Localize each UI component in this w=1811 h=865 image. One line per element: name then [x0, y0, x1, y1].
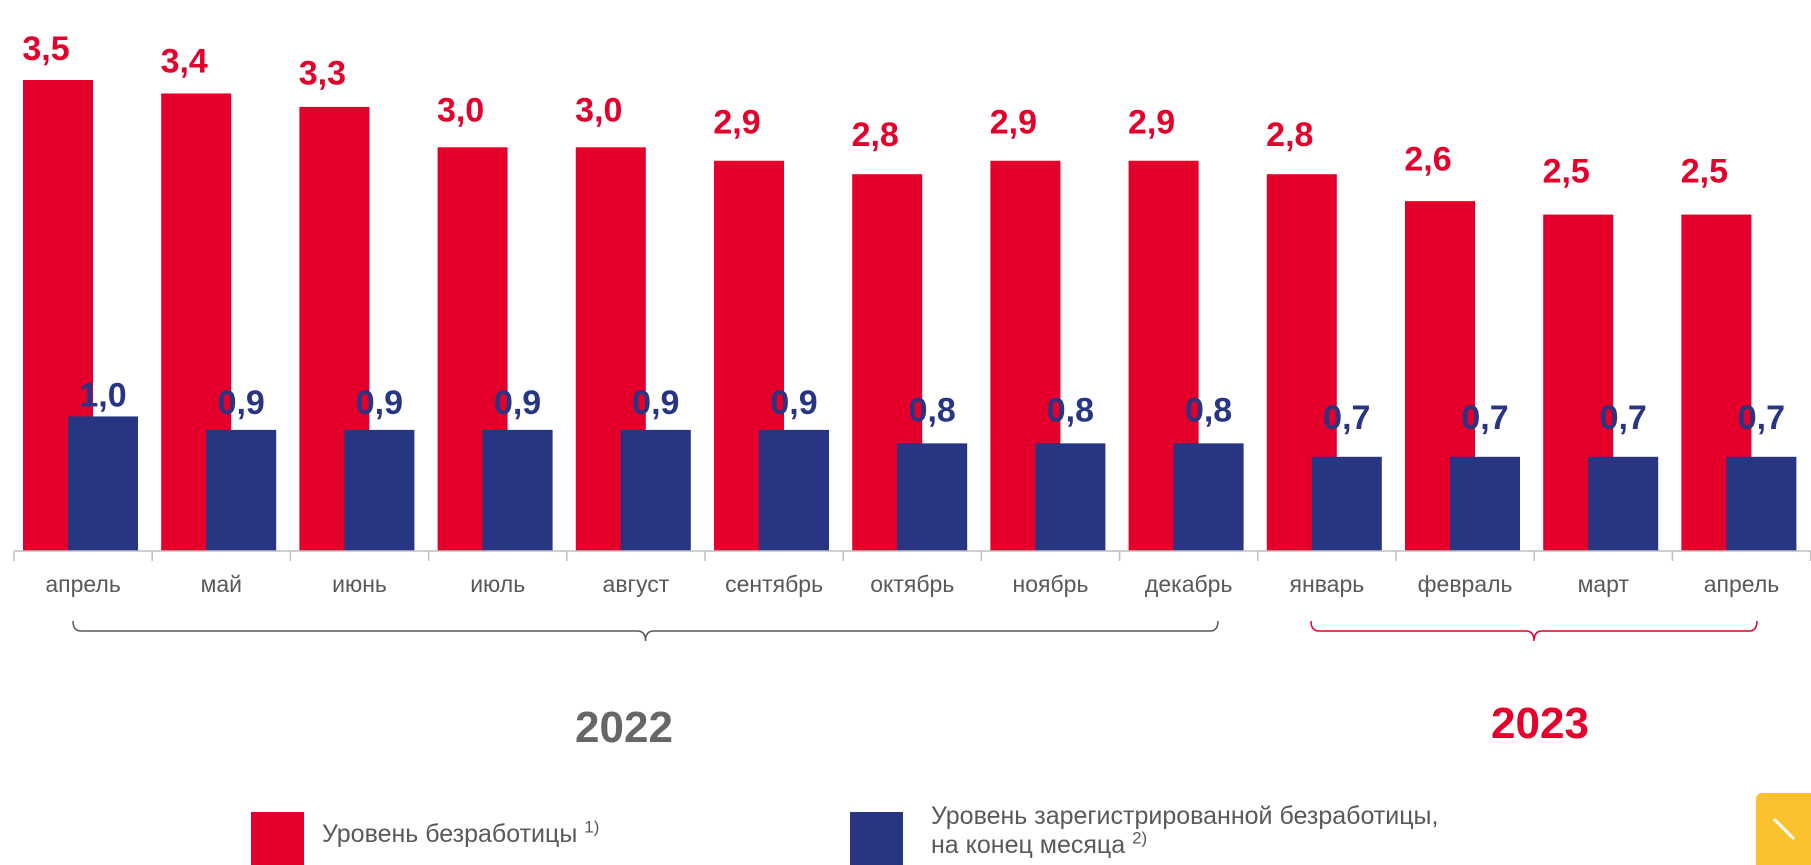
year-label-2022: 2022 — [575, 703, 673, 752]
data-label-series2-11: 0,7 — [1461, 399, 1508, 437]
x-tick-label-11: февраль — [1418, 571, 1513, 597]
data-label-series1-7: 2,8 — [852, 116, 899, 154]
data-label-series1-12: 2,5 — [1543, 153, 1590, 191]
year-brackets-group — [72, 620, 1758, 642]
bar-series2-10 — [1311, 456, 1382, 551]
data-label-series2-7: 0,8 — [909, 391, 956, 429]
data-label-series2-12: 0,7 — [1600, 399, 1647, 437]
data-label-series2-6: 0,9 — [770, 384, 817, 422]
legend-item-registered-unemployment: Уровень зарегистрированной безработицы, … — [850, 802, 1438, 865]
data-label-series1-13: 2,5 — [1681, 153, 1728, 191]
data-label-series1-11: 2,6 — [1404, 140, 1451, 178]
value-labels-group: 3,5 3,4 3,3 3,0 3,0 2,9 2,8 2,9 2,9 2,8 2,6 2,5 2,5 1… — [22, 30, 1785, 437]
x-tick-label-1: апрель — [45, 571, 120, 597]
legend-swatch-registered-unemployment — [850, 812, 903, 865]
bar-series2-8 — [1035, 443, 1106, 551]
year-bracket-2022 — [72, 620, 1219, 642]
data-label-series2-4: 0,9 — [494, 384, 541, 422]
data-label-series1-8: 2,9 — [990, 104, 1037, 142]
x-tick-label-7: октябрь — [870, 571, 954, 597]
legend-label-registered-unemployment: Уровень зарегистрированной безработицы, … — [931, 802, 1439, 859]
x-tick-label-8: ноябрь — [1013, 571, 1089, 597]
year-labels-group: 2022 2023 — [575, 699, 1589, 752]
data-label-series1-10: 2,8 — [1266, 116, 1313, 154]
data-label-series2-5: 0,9 — [632, 384, 679, 422]
data-label-series2-8: 0,8 — [1047, 391, 1094, 429]
bar-series2-2 — [206, 429, 277, 551]
data-label-series2-3: 0,9 — [356, 384, 403, 422]
data-label-series1-9: 2,9 — [1128, 104, 1175, 142]
x-tick-label-13: апрель — [1704, 571, 1779, 597]
data-label-series1-2: 3,4 — [161, 42, 208, 80]
bar-series2-6 — [759, 429, 829, 551]
legend-swatch-unemployment — [251, 812, 304, 865]
data-label-series1-1: 3,5 — [22, 30, 69, 68]
data-label-series1-4: 3,0 — [437, 91, 484, 129]
bar-series2-7 — [897, 443, 968, 551]
data-label-series2-9: 0,8 — [1185, 391, 1232, 429]
x-tick-label-2: май — [201, 571, 242, 597]
year-label-2023: 2023 — [1491, 699, 1589, 748]
x-tick-labels-group: апрель май июнь июль август сентябрь октябрь но… — [45, 571, 1779, 597]
data-label-series2-1: 1,0 — [79, 376, 126, 414]
year-bracket-2023 — [1310, 620, 1758, 642]
x-tick-label-3: июнь — [332, 571, 387, 597]
bar-series2-12 — [1588, 456, 1659, 551]
x-tick-label-12: март — [1578, 571, 1630, 597]
bar-series2-3 — [344, 429, 415, 551]
x-tick-label-5: август — [603, 571, 670, 597]
data-label-series2-2: 0,9 — [218, 384, 265, 422]
bar-series2-9 — [1173, 443, 1244, 551]
bar-series2-4 — [482, 429, 553, 551]
corner-tab[interactable] — [1756, 793, 1811, 865]
data-label-series1-6: 2,9 — [713, 104, 760, 142]
bar-series2-1 — [68, 416, 138, 551]
x-tick-label-4: июль — [470, 571, 525, 597]
x-tick-label-10: январь — [1290, 571, 1365, 597]
bars-group — [23, 80, 1797, 552]
data-label-series1-5: 3,0 — [575, 91, 622, 129]
data-label-series2-10: 0,7 — [1323, 399, 1370, 437]
x-tick-label-6: сентябрь — [725, 571, 823, 597]
arrow-diagonal-icon — [1772, 817, 1796, 841]
legend-label-unemployment: Уровень безработицы 1) — [322, 817, 600, 848]
bar-series2-11 — [1450, 456, 1520, 551]
x-ticks-group — [13, 551, 1811, 561]
x-tick-label-9: декабрь — [1145, 571, 1233, 597]
bar-series2-5 — [620, 429, 691, 551]
data-label-series2-13: 0,7 — [1738, 399, 1785, 437]
data-label-series1-3: 3,3 — [299, 55, 346, 93]
bar-series2-13 — [1726, 456, 1797, 551]
legend-item-unemployment: Уровень безработицы 1) — [251, 810, 599, 865]
